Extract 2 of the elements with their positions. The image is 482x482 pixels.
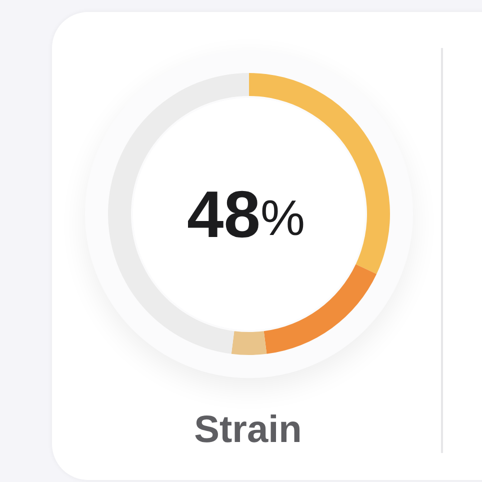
text: Strain <box>194 409 302 451</box>
text: 48% <box>187 177 305 251</box>
